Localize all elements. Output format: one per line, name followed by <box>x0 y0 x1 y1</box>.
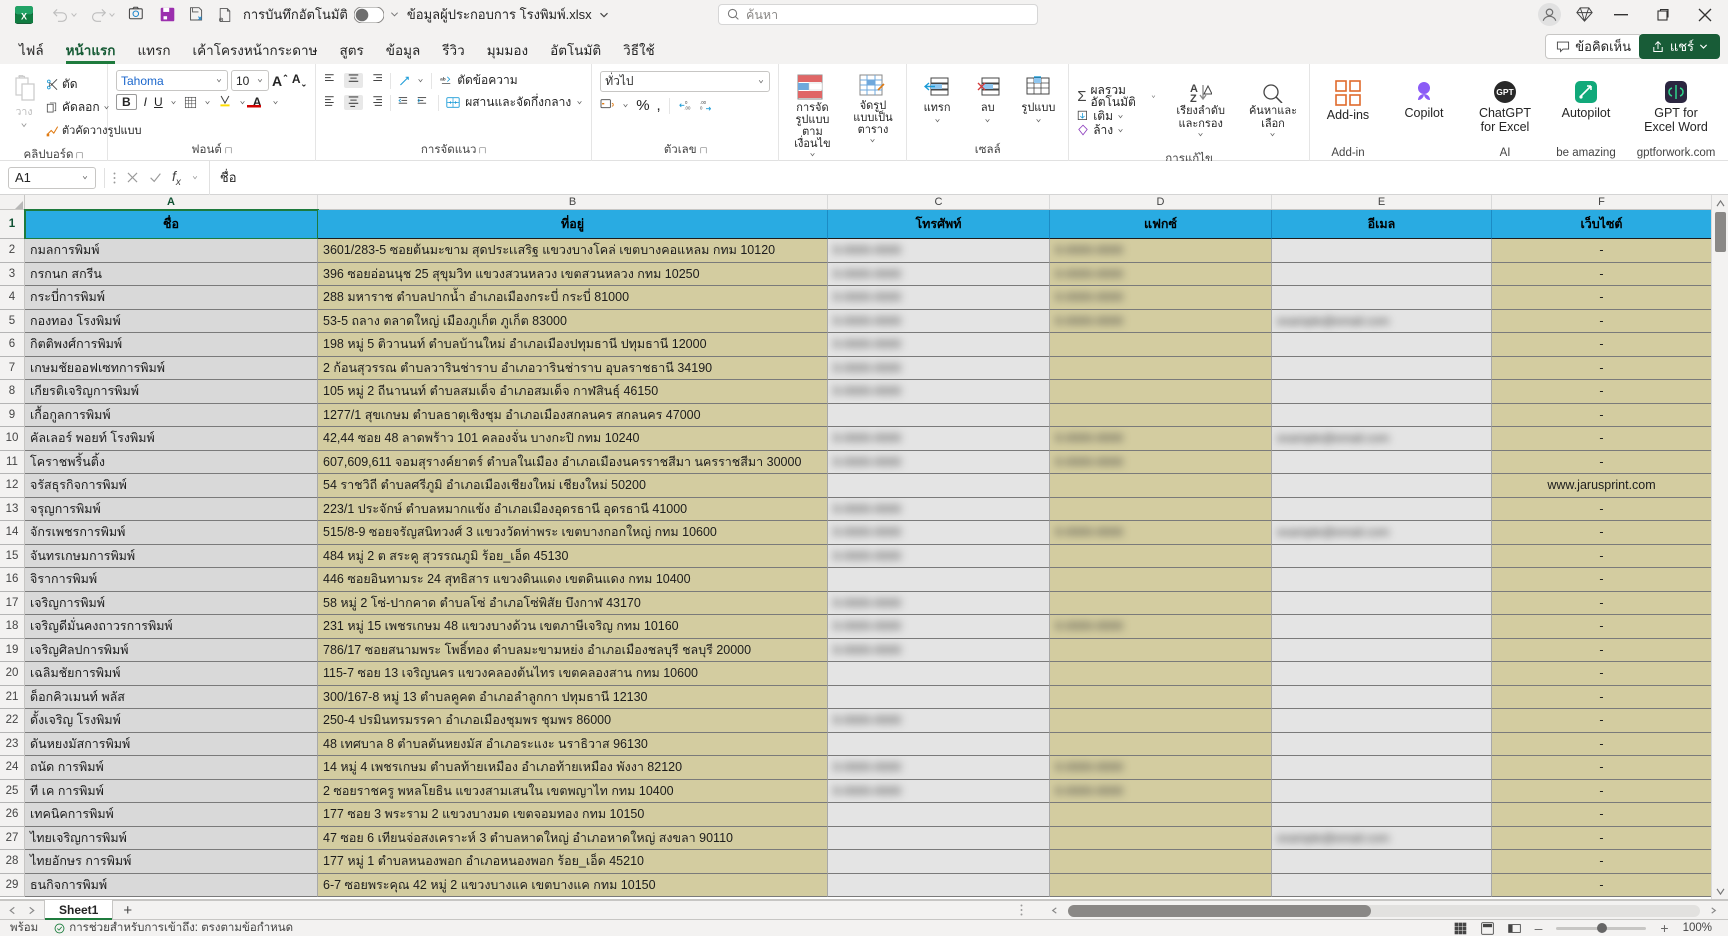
svg-text:.00: .00 <box>700 100 707 105</box>
svg-text:0: 0 <box>685 100 688 105</box>
svg-text:ab: ab <box>440 76 446 82</box>
svg-text:.00: .00 <box>684 105 691 110</box>
svg-text:0: 0 <box>700 105 703 110</box>
svg-text:GPT: GPT <box>1496 87 1514 97</box>
svg-text:X: X <box>21 11 27 21</box>
svg-text:Z: Z <box>1190 93 1197 103</box>
